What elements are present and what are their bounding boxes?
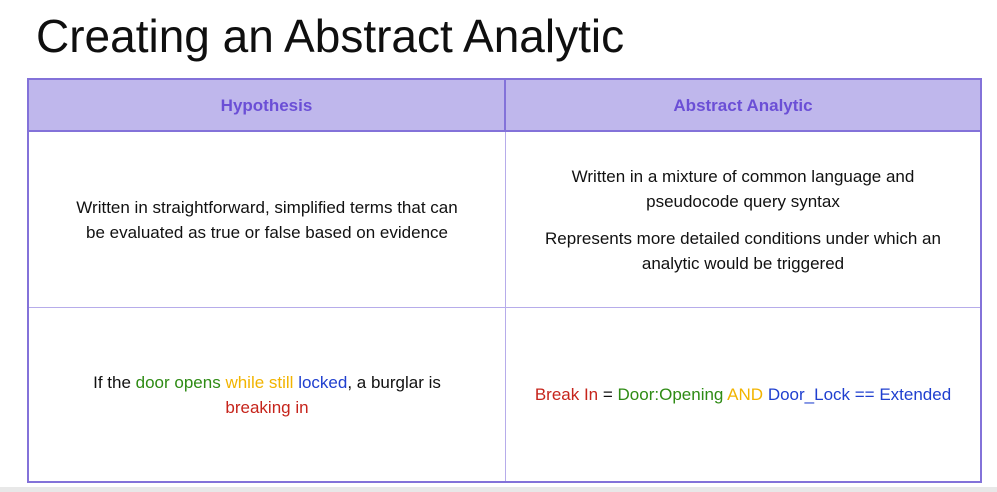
comparison-table: Hypothesis Abstract Analytic Written in … [27,78,982,483]
analytic-example-cell: Break In = Door:Opening AND Door_Lock ==… [506,308,980,481]
header-cell-abstract-analytic: Abstract Analytic [506,80,980,130]
header-hypothesis-label: Hypothesis [220,95,313,115]
analytic-p2-line-2: analytic would be triggered [641,253,845,273]
text-door-opening: Door:Opening [617,385,724,404]
bottom-strip [0,487,997,492]
text-door-opens: door opens [135,372,221,392]
table-row: Written in straightforward, simplified t… [29,132,980,308]
header-cell-hypothesis: Hypothesis [29,80,506,130]
analytic-p1-line-2: pseudocode query syntax [646,191,840,211]
slide-title: Creating an Abstract Analytic [36,10,625,62]
analytic-p1-line-1: Written in a mixture of common language … [571,166,915,186]
analytic-description-paragraph-2: Represents more detailed conditions unde… [545,226,941,276]
hypothesis-example-line-1: If the door opens while still locked, a … [93,370,441,395]
text-a-burglar-is: , a burglar is [347,372,441,392]
table-row: If the door opens while still locked, a … [29,308,980,481]
analytic-example: Break In = Door:Opening AND Door_Lock ==… [535,382,951,407]
analytic-description-paragraph-1: Written in a mixture of common language … [572,164,915,214]
hypothesis-description: Written in straightforward, simplified t… [76,195,457,245]
header-abstract-analytic-label: Abstract Analytic [673,95,813,115]
text-and: AND [727,385,764,404]
hypothesis-description-line-1: Written in straightforward, simplified t… [76,197,458,217]
hypothesis-example-cell: If the door opens while still locked, a … [29,308,506,481]
text-locked: locked [298,372,348,392]
hypothesis-description-line-2: be evaluated as true or false based on e… [86,222,448,242]
text-equals: = [602,385,613,404]
hypothesis-example: If the door opens while still locked, a … [93,370,441,420]
text-breaking-in: breaking in [225,397,309,417]
text-break-in: Break In [534,385,599,404]
hypothesis-description-cell: Written in straightforward, simplified t… [29,132,506,307]
hypothesis-example-line-2: breaking in [93,395,441,420]
analytic-p2-line-1: Represents more detailed conditions unde… [545,228,941,248]
text-door-lock-extended: Door_Lock == Extended [767,385,952,404]
text-if-the: If the [93,372,136,392]
table-header-row: Hypothesis Abstract Analytic [29,80,980,132]
text-while-still: while still [225,372,294,392]
analytic-description-cell: Written in a mixture of common language … [506,132,980,307]
